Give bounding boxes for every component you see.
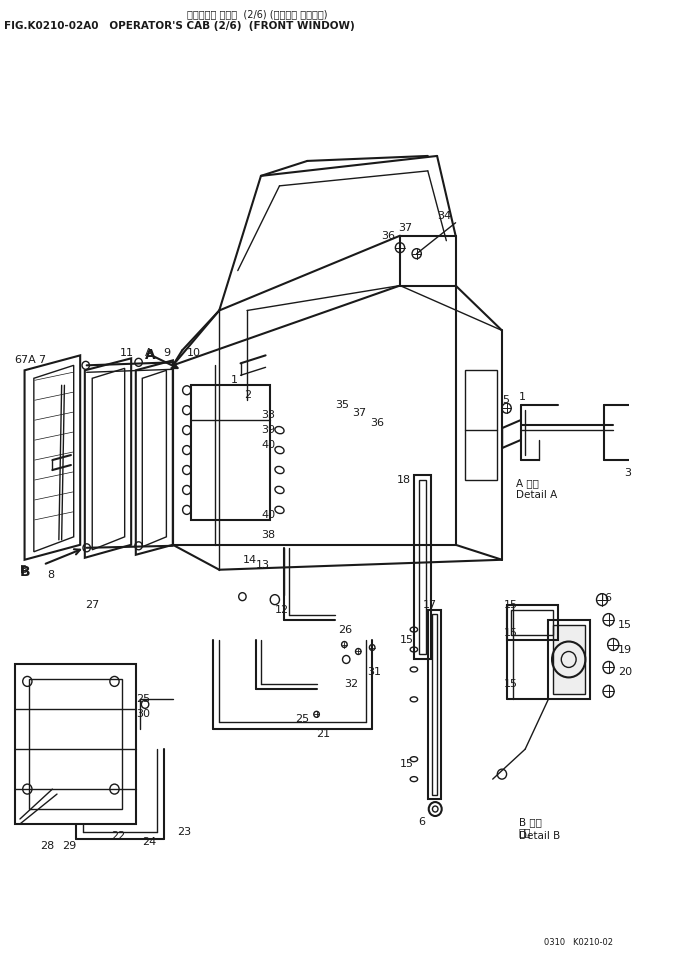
Text: 34: 34 — [437, 211, 451, 221]
Text: 5: 5 — [502, 395, 509, 405]
Text: 16: 16 — [599, 593, 613, 603]
Text: A: A — [145, 349, 153, 358]
Text: B: B — [20, 564, 28, 575]
Bar — [548, 620, 590, 699]
Text: 4: 4 — [676, 408, 677, 418]
Text: 3: 3 — [624, 468, 632, 478]
Text: 29: 29 — [62, 841, 76, 851]
Text: 36: 36 — [381, 231, 395, 241]
Bar — [506, 605, 558, 640]
Bar — [29, 679, 122, 809]
Text: 23: 23 — [177, 827, 192, 837]
Text: 10: 10 — [187, 349, 201, 358]
Text: 38: 38 — [261, 530, 275, 540]
Text: 21: 21 — [317, 730, 330, 739]
Text: 39: 39 — [261, 425, 275, 435]
Text: 28: 28 — [41, 841, 55, 851]
Text: 25: 25 — [136, 694, 150, 705]
Text: 31: 31 — [368, 668, 382, 677]
Text: 7: 7 — [39, 355, 45, 366]
Text: 8: 8 — [48, 570, 55, 580]
Text: 40: 40 — [261, 440, 275, 450]
Text: 15: 15 — [504, 627, 518, 638]
Text: B 詳細: B 詳細 — [519, 817, 542, 827]
Text: 2: 2 — [244, 391, 251, 400]
Bar — [511, 609, 553, 634]
Bar — [16, 665, 136, 824]
Text: 25: 25 — [295, 714, 309, 724]
Bar — [192, 385, 270, 520]
Text: 14: 14 — [242, 555, 257, 564]
Text: 15: 15 — [618, 620, 632, 629]
Text: 35: 35 — [335, 400, 349, 411]
Text: 37: 37 — [398, 223, 412, 233]
Text: 11: 11 — [120, 349, 134, 358]
Text: 37: 37 — [352, 408, 366, 418]
Text: 30: 30 — [136, 710, 150, 719]
Bar — [428, 609, 441, 799]
Text: 15: 15 — [504, 679, 518, 690]
Text: 27: 27 — [85, 600, 99, 609]
Text: Detail A: Detail A — [516, 490, 557, 500]
Text: 18: 18 — [397, 475, 412, 485]
Text: 1: 1 — [232, 375, 238, 385]
Bar — [465, 371, 498, 480]
Text: 15: 15 — [400, 759, 414, 769]
Bar — [414, 475, 431, 660]
Text: 15: 15 — [504, 600, 518, 609]
Text: 36: 36 — [370, 418, 385, 428]
Text: 13: 13 — [257, 560, 270, 570]
Text: 67A: 67A — [14, 355, 36, 366]
Text: 6: 6 — [418, 817, 426, 827]
Text: 15: 15 — [400, 634, 414, 645]
Text: 1: 1 — [519, 393, 525, 402]
Bar — [553, 625, 586, 694]
Text: 24: 24 — [142, 837, 156, 847]
Text: 40: 40 — [261, 510, 275, 520]
Text: A 詳細: A 詳細 — [516, 478, 539, 488]
Text: 12: 12 — [275, 605, 289, 615]
Text: 22: 22 — [111, 831, 125, 841]
Bar — [418, 480, 426, 654]
Text: 20: 20 — [618, 668, 632, 677]
Text: Detail B: Detail B — [519, 831, 560, 841]
Text: 33: 33 — [261, 411, 275, 420]
Text: オペレータ キャブ  (2/6) (フロント ウインド): オペレータ キャブ (2/6) (フロント ウインド) — [187, 10, 327, 19]
Text: 9: 9 — [164, 349, 171, 358]
Text: 32: 32 — [345, 679, 359, 690]
Text: 19: 19 — [618, 645, 632, 654]
Bar — [431, 614, 437, 796]
Text: 17: 17 — [423, 600, 437, 609]
Text: 26: 26 — [338, 625, 352, 634]
Text: 0310   K0210-02: 0310 K0210-02 — [544, 938, 613, 946]
Text: FIG.K0210-02A0   OPERATOR'S CAB (2/6)  (FRONT WINDOW): FIG.K0210-02A0 OPERATOR'S CAB (2/6) (FRO… — [4, 21, 355, 32]
Text: 詳細: 詳細 — [519, 827, 531, 837]
Text: A: A — [145, 349, 156, 362]
Text: B: B — [20, 564, 30, 579]
